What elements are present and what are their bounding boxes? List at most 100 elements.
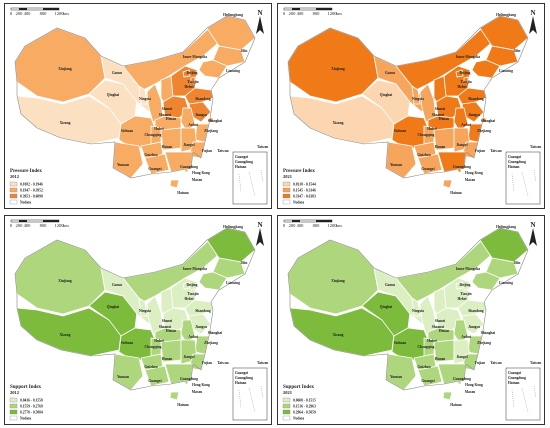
inset-label: Hainan: [235, 381, 246, 385]
province-hong-kong: [457, 168, 462, 173]
province-label-chongqing: Chongqing: [418, 345, 435, 349]
province-label-inner-mongolia: Inner Mongolia: [456, 55, 480, 59]
legend-range: 0.0600 - 0.1515: [293, 398, 316, 402]
scale-bar-segment: [43, 8, 59, 10]
province-label-hunan: Hunan: [162, 145, 173, 149]
province-label-hainan: Hainan: [450, 191, 461, 195]
province-label-fujian: Fujian: [202, 149, 212, 153]
legend-title: Pressure Index: [10, 169, 42, 174]
north-arrow-label: N: [257, 9, 262, 17]
province-label-xizang: Xizang: [60, 121, 71, 125]
province-label-macau: Macau: [192, 390, 203, 394]
province-yunnan: [112, 141, 144, 179]
province-layer: [287, 15, 529, 189]
province-label-hong-kong: Hong Kong: [192, 383, 210, 387]
legend-swatch: [282, 193, 291, 199]
scale-tick-label: 800: [40, 223, 48, 228]
inset-label: Guangdong: [508, 376, 526, 380]
province-label-hebei: Hebei: [458, 297, 467, 301]
province-label-jiangxi: Jiangxi: [183, 143, 194, 147]
province-tianjin: [463, 76, 469, 83]
north-arrow-label: N: [257, 221, 262, 229]
province-label-jilin: Jilin: [514, 261, 521, 265]
legend-nodata-label: Nodata: [20, 200, 31, 204]
inset-frame: [232, 367, 268, 421]
inset-boundary: [238, 169, 264, 197]
province-label-jiangxi: Jiangxi: [456, 143, 467, 147]
inset-taiwan-label: Taiwan: [530, 361, 541, 365]
map-panel-support-2021: 0 200 400 800 1200 km N Heilongjiang Jilin Liaoni…: [277, 215, 545, 425]
province-label-anhui: Anhui: [461, 335, 471, 339]
province-hainan: [169, 391, 180, 401]
province-label-qinghai: Qinghai: [380, 305, 392, 309]
scale-tick-label: 200: [16, 11, 24, 16]
province-ningxia: [411, 85, 421, 105]
scale-tick-label: 200: [289, 11, 297, 16]
province-guangxi: [144, 153, 170, 175]
province-label-beijing: Beijing: [187, 283, 198, 287]
legend-range: 0.1947 - 0.3952: [20, 188, 43, 192]
province-label-hubei: Hubei: [427, 339, 436, 343]
province-label-xinjiang: Xinjiang: [58, 67, 72, 71]
province-taiwan: [482, 151, 491, 167]
inset-frame: [232, 151, 268, 205]
province-label-chongqing: Chongqing: [145, 345, 162, 349]
province-label-shanxi: Shanxi: [162, 107, 173, 111]
legend-swatch-nodata: [282, 415, 291, 421]
province-label-qinghai: Qinghai: [107, 305, 119, 309]
province-tianjin: [190, 76, 196, 83]
inset-label: Guangxi: [508, 155, 521, 159]
province-label-shanxi: Shanxi: [435, 319, 446, 323]
scale-bar-segment: [292, 8, 300, 10]
scale-unit-label: km: [336, 223, 342, 228]
legend-range: 0.3347 - 0.6183: [293, 194, 316, 198]
province-label-liaoning: Liaoning: [226, 281, 240, 285]
province-label-guizhou: Guizhou: [144, 365, 157, 369]
scale-bar-segment: [19, 8, 27, 10]
province-label-hebei: Hebei: [458, 85, 467, 89]
inset-boundary: [511, 169, 537, 197]
legend-swatch: [9, 403, 18, 409]
inset-taiwan-label: Taiwan: [257, 145, 268, 149]
scale-bar: 0 200 400 800 1200 km: [10, 7, 69, 16]
province-label-shanghai: Shanghai: [208, 331, 222, 335]
province-jilin: [485, 257, 519, 279]
map-panel-support-2012: 0 200 400 800 1200 km N Heilongjiang Jilin Liaoni…: [4, 215, 272, 425]
province-label-shandong: Shandong: [195, 309, 211, 313]
province-label-macau: Macau: [192, 178, 203, 182]
province-label-gansu: Gansu: [385, 283, 395, 287]
province-labels: Heilongjiang Jilin Liaoning Inner Mongolia X…: [331, 225, 520, 407]
province-label-taiwan: Taiwan: [490, 149, 501, 153]
province-label-gansu: Gansu: [112, 71, 122, 75]
province-label-henan: Henan: [166, 117, 176, 121]
province-label-macau: Macau: [465, 178, 476, 182]
map-svg: 0 200 400 800 1200 km N Heilongjiang Jilin Liaoni…: [282, 7, 541, 205]
scale-bar: 0 200 400 800 1200 km: [283, 7, 342, 16]
country-outline: [14, 227, 256, 391]
province-qinghai: [361, 291, 411, 337]
legend-swatch: [9, 193, 18, 199]
province-xinjiang: [14, 27, 106, 103]
scale-tick-label: 1200: [55, 11, 65, 16]
province-label-heilongjiang: Heilongjiang: [496, 225, 516, 229]
scale-bar-segment: [316, 8, 332, 10]
province-label-shanghai: Shanghai: [481, 119, 495, 123]
province-xinjiang: [287, 239, 379, 315]
province-layer: [287, 227, 529, 401]
inset-label: Hainan: [508, 381, 519, 385]
province-yunnan: [385, 141, 417, 179]
scale-tick-label: 1200: [328, 11, 338, 16]
province-ningxia: [411, 297, 421, 317]
province-guangdong: [437, 151, 467, 173]
province-label-hainan: Hainan: [177, 403, 188, 407]
legend-swatch: [9, 181, 18, 187]
legend-swatch-nodata: [282, 199, 291, 205]
inset-label: Guangxi: [508, 371, 521, 375]
province-label-hubei: Hubei: [154, 339, 163, 343]
country-outline: [14, 15, 256, 179]
province-label-jilin: Jilin: [514, 49, 521, 53]
province-label-fujian: Fujian: [202, 361, 212, 365]
map-panel-pressure-2021: 0 200 400 800 1200 km N Heilongjiang Jilin Liaoni…: [277, 3, 545, 209]
inset-boundary: [238, 385, 264, 413]
